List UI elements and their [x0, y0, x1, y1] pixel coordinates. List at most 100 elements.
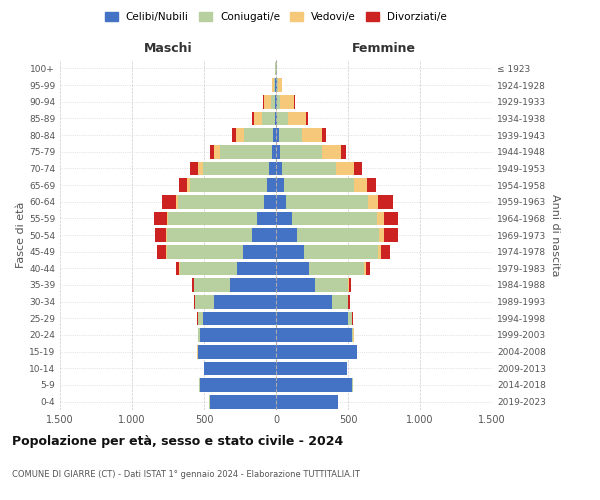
Text: Femmine: Femmine	[352, 42, 416, 55]
Bar	[367, 178, 376, 192]
Bar	[244, 128, 273, 142]
Bar	[178, 195, 265, 208]
Bar	[200, 328, 276, 342]
Bar	[210, 395, 276, 408]
Bar	[198, 345, 276, 358]
Bar	[194, 295, 195, 308]
Bar	[292, 212, 377, 225]
Bar	[176, 195, 178, 208]
Bar	[167, 228, 252, 242]
Bar	[352, 312, 353, 325]
Bar	[332, 295, 348, 308]
Bar	[196, 295, 214, 308]
Bar	[237, 262, 276, 275]
Bar	[276, 195, 286, 208]
Bar	[276, 145, 280, 158]
Bar	[276, 178, 284, 192]
Bar	[366, 262, 370, 275]
Text: Popolazione per età, sesso e stato civile - 2024: Popolazione per età, sesso e stato civil…	[12, 435, 343, 448]
Bar	[269, 162, 276, 175]
Bar	[154, 212, 167, 225]
Bar	[306, 112, 308, 125]
Bar	[272, 78, 274, 92]
Bar	[276, 78, 277, 92]
Bar	[265, 195, 276, 208]
Bar	[284, 178, 355, 192]
Bar	[354, 162, 362, 175]
Bar	[276, 395, 338, 408]
Bar	[230, 278, 276, 292]
Bar	[157, 245, 166, 258]
Bar	[166, 245, 167, 258]
Bar	[279, 128, 302, 142]
Bar	[280, 95, 294, 108]
Bar	[236, 128, 244, 142]
Text: COMUNE DI GIARRE (CT) - Dati ISTAT 1° gennaio 2024 - Elaborazione TUTTITALIA.IT: COMUNE DI GIARRE (CT) - Dati ISTAT 1° ge…	[12, 470, 360, 479]
Bar	[304, 245, 377, 258]
Bar	[277, 112, 287, 125]
Bar	[287, 112, 306, 125]
Bar	[341, 145, 346, 158]
Bar	[297, 228, 379, 242]
Bar	[379, 228, 384, 242]
Bar	[198, 328, 200, 342]
Bar	[276, 112, 277, 125]
Bar	[275, 78, 276, 92]
Bar	[286, 195, 368, 208]
Bar	[155, 228, 166, 242]
Bar	[337, 162, 354, 175]
Bar	[276, 228, 297, 242]
Bar	[368, 195, 378, 208]
Bar	[166, 228, 167, 242]
Bar	[355, 178, 367, 192]
Bar	[384, 228, 398, 242]
Bar	[275, 112, 276, 125]
Bar	[377, 245, 381, 258]
Bar	[168, 212, 257, 225]
Bar	[278, 78, 282, 92]
Bar	[349, 295, 350, 308]
Bar	[274, 78, 275, 92]
Bar	[211, 145, 214, 158]
Y-axis label: Fasce di età: Fasce di età	[16, 202, 26, 268]
Bar	[190, 162, 198, 175]
Bar	[214, 145, 220, 158]
Bar	[257, 212, 276, 225]
Bar	[254, 112, 262, 125]
Bar	[197, 312, 198, 325]
Bar	[167, 245, 243, 258]
Bar	[352, 328, 353, 342]
Bar	[232, 128, 236, 142]
Bar	[272, 145, 276, 158]
Y-axis label: Anni di nascita: Anni di nascita	[550, 194, 560, 276]
Bar	[384, 212, 398, 225]
Bar	[276, 128, 279, 142]
Bar	[203, 162, 269, 175]
Text: Maschi: Maschi	[143, 42, 193, 55]
Bar	[364, 262, 366, 275]
Bar	[187, 178, 190, 192]
Bar	[167, 212, 168, 225]
Bar	[277, 78, 278, 92]
Bar	[377, 212, 384, 225]
Bar	[349, 278, 352, 292]
Bar	[276, 362, 347, 375]
Bar	[220, 145, 272, 158]
Bar	[264, 95, 271, 108]
Bar	[322, 128, 326, 142]
Bar	[276, 328, 352, 342]
Bar	[252, 112, 254, 125]
Bar	[322, 145, 341, 158]
Bar	[252, 228, 276, 242]
Bar	[262, 112, 275, 125]
Bar	[276, 212, 292, 225]
Bar	[381, 245, 390, 258]
Bar	[197, 345, 198, 358]
Bar	[176, 262, 179, 275]
Bar	[192, 278, 194, 292]
Bar	[200, 378, 276, 392]
Bar	[179, 262, 237, 275]
Bar	[276, 278, 315, 292]
Bar	[276, 295, 332, 308]
Bar	[204, 362, 276, 375]
